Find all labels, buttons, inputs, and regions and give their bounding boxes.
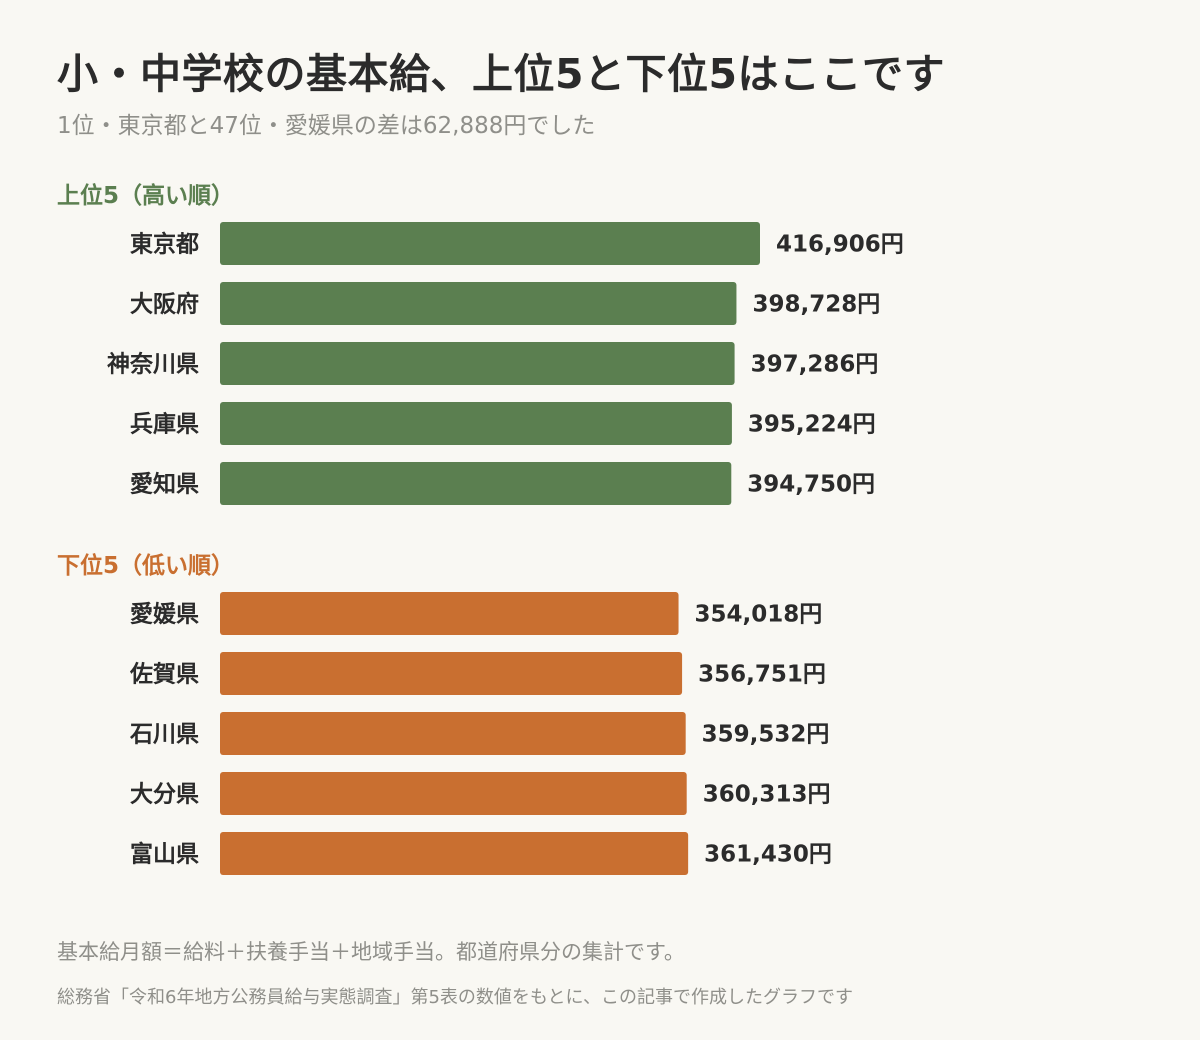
category-label: 東京都 xyxy=(130,231,199,258)
footnote: 基本給月額＝給料＋扶養手当＋地域手当。都道府県分の集計です。 xyxy=(57,940,685,964)
value-label: 398,728円 xyxy=(752,292,880,318)
value-label: 395,224円 xyxy=(748,412,876,438)
category-label: 神奈川県 xyxy=(107,351,199,378)
value-label: 360,313円 xyxy=(703,782,831,808)
value-label: 416,906円 xyxy=(776,232,904,258)
top5-section-label: 上位5（高い順） xyxy=(57,183,235,209)
bar xyxy=(220,712,686,755)
bar xyxy=(220,652,683,695)
category-label: 佐賀県 xyxy=(129,662,199,688)
value-label: 397,286円 xyxy=(751,352,879,378)
bottom5-section-label: 下位5（低い順） xyxy=(57,553,235,579)
chart-subtitle: 1位・東京都と47位・愛媛県の差は62,888円でした xyxy=(57,113,596,139)
category-label: 兵庫県 xyxy=(130,411,199,438)
value-label: 361,430円 xyxy=(704,842,832,868)
value-label: 394,750円 xyxy=(747,472,875,498)
value-label: 354,018円 xyxy=(695,602,823,628)
category-label: 愛媛県 xyxy=(130,601,199,628)
bar xyxy=(220,342,735,385)
bar xyxy=(220,222,760,265)
bar xyxy=(220,772,687,815)
category-label: 大分県 xyxy=(130,782,199,808)
category-label: 石川県 xyxy=(129,722,199,748)
bar xyxy=(220,462,732,505)
category-label: 愛知県 xyxy=(130,471,199,498)
bar xyxy=(220,282,737,325)
value-label: 359,532円 xyxy=(702,722,830,748)
bar xyxy=(220,592,679,635)
source-note: 総務省「令和6年地方公務員給与実態調査」第5表の数値をもとに、この記事で作成した… xyxy=(57,987,853,1008)
value-label: 356,751円 xyxy=(698,662,826,688)
bar xyxy=(220,402,732,445)
category-label: 富山県 xyxy=(130,841,199,868)
category-label: 大阪府 xyxy=(130,291,199,318)
bar xyxy=(220,832,689,875)
chart-title: 小・中学校の基本給、上位5と下位5はここです xyxy=(57,50,946,98)
